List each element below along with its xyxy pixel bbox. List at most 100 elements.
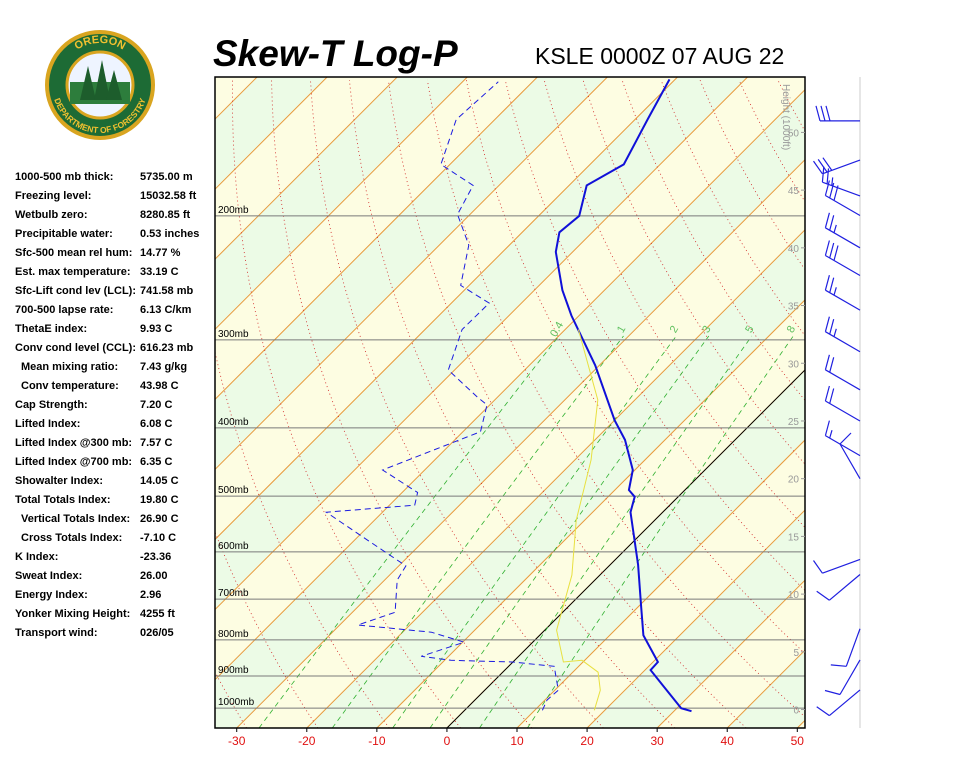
zero-isotherm <box>446 369 805 728</box>
stat-label: Conv cond level (CCL): <box>15 342 137 354</box>
stat-row: Conv temperature: 43.98 C <box>15 377 215 396</box>
stat-row: Wetbulb zero: 8280.85 ft <box>15 206 215 225</box>
pressure-label: 300mb <box>218 329 249 340</box>
stat-row: Precipitable water: 0.53 inches <box>15 225 215 244</box>
isotherm <box>215 77 398 260</box>
mixing-ratio-line <box>527 335 794 728</box>
wind-barb <box>816 574 861 601</box>
stat-value: 7.57 C <box>140 437 173 449</box>
stat-label: Lifted Index @300 mb: <box>15 437 133 449</box>
pressure-label: 500mb <box>218 485 249 496</box>
isotherm <box>516 439 805 728</box>
mixing-ratio-label: 5 <box>743 324 756 335</box>
overlay: 1000mb 900mb 800mb 700mb 600mb 500mb 400mb 300m… <box>218 77 861 748</box>
logo-tree <box>106 70 122 100</box>
stat-value: 0.53 inches <box>140 228 200 240</box>
wind-barb <box>815 105 861 122</box>
stat-row: ThetaE index: 9.93 C <box>15 320 215 339</box>
wind-barb <box>824 180 861 217</box>
dry-adiabat <box>232 80 461 728</box>
height-tick-label: 40 <box>788 244 800 255</box>
stat-label: Lifted Index @700 mb: <box>15 456 133 468</box>
stat-row: Conv cond level (CCL): 616.23 mb <box>15 339 215 358</box>
stat-row: Total Totals Index: 19.80 C <box>15 491 215 510</box>
height-tick-label: 45 <box>788 186 800 197</box>
wind-barb <box>839 432 861 479</box>
stat-row: Energy Index: 2.96 <box>15 586 215 605</box>
isotherm <box>215 77 748 611</box>
stat-value: 26.90 C <box>140 513 179 525</box>
pressure-label: 900mb <box>218 665 249 676</box>
stat-value: 8280.85 ft <box>140 209 191 221</box>
isotherm <box>586 509 805 728</box>
logo-top-path: OREGON <box>73 34 128 53</box>
stat-row: Est. max temperature: 33.19 C <box>15 263 215 282</box>
stat-label: Yonker Mixing Height: <box>15 608 131 620</box>
dry-adiabat <box>465 79 805 655</box>
isotherm-band <box>215 89 805 728</box>
isotherm <box>215 77 678 541</box>
wind-barb <box>821 166 861 197</box>
stat-value: 7.20 C <box>140 399 173 411</box>
stat-row: Showalter Index: 14.05 C <box>15 472 215 491</box>
pressure-label: 200mb <box>218 205 249 216</box>
mixing-ratio-label: 2 <box>668 324 681 335</box>
stat-value: 6.13 C/km <box>140 304 192 316</box>
stat-label: Sweat Index: <box>15 570 83 582</box>
wind-barb <box>830 628 861 667</box>
stat-value: 7.43 g/kg <box>140 361 188 373</box>
height-tick-label: 10 <box>788 590 800 601</box>
chart-title: Skew-T Log-P <box>213 33 458 74</box>
dry-adiabat <box>856 80 960 728</box>
x-tick-label: 20 <box>580 734 594 748</box>
isotherm-band <box>215 77 805 680</box>
isotherm <box>236 159 805 728</box>
stat-value: 026/05 <box>140 627 174 639</box>
isotherm-band <box>867 77 960 728</box>
pressure-label: 400mb <box>218 417 249 428</box>
profile-line <box>554 78 692 713</box>
wind-barb <box>824 420 861 457</box>
plot-area: 0.4 1 2 3 5 8 <box>215 77 960 728</box>
stat-row: Lifted Index: 6.08 C <box>15 415 215 434</box>
stats-table: 1000-500 mb thick: 5735.00 m Freezing leve… <box>15 168 215 643</box>
stat-label: Cross Totals Index: <box>21 532 123 544</box>
wind-barb <box>813 558 861 574</box>
mixing-ratio-line <box>331 335 624 728</box>
wind-barb <box>824 212 861 249</box>
stat-row: Sfc-Lift cond lev (LCL): 741.58 mb <box>15 282 215 301</box>
pressure-label: 800mb <box>218 629 249 640</box>
profile-line <box>324 81 559 711</box>
mixing-ratio-label: 8 <box>785 324 798 335</box>
stat-label: Transport wind: <box>15 627 98 639</box>
mixing-ratio-label: 1 <box>615 324 628 335</box>
isotherm <box>215 88 805 681</box>
stat-label: Vertical Totals Index: <box>21 513 131 525</box>
dry-adiabat <box>215 349 390 728</box>
isotherm-band <box>797 720 805 728</box>
mixing-ratio-line <box>479 335 753 728</box>
dry-adiabat <box>271 79 533 728</box>
mixing-ratio-line <box>429 335 710 728</box>
stat-value: 5735.00 m <box>140 171 193 183</box>
stat-row: Vertical Totals Index: 26.90 C <box>15 510 215 529</box>
stat-value: 26.00 <box>140 570 168 582</box>
stat-value: 43.98 C <box>140 380 179 392</box>
stat-label: Energy Index: <box>15 589 88 601</box>
height-tick-label: 35 <box>788 302 800 313</box>
isotherm <box>215 77 468 331</box>
stat-label: Est. max temperature: <box>15 266 131 278</box>
stat-row: Cap Strength: 7.20 C <box>15 396 215 415</box>
stat-row: Lifted Index @300 mb: 7.57 C <box>15 434 215 453</box>
stat-row: 700-500 lapse rate: 6.13 C/km <box>15 301 215 320</box>
wind-barb <box>824 275 861 311</box>
stat-value: 741.58 mb <box>140 285 194 297</box>
stat-label: Total Totals Index: <box>15 494 111 506</box>
x-tick-label: 50 <box>791 734 805 748</box>
logo-tree <box>80 66 96 100</box>
mixing-ratio-label: 3 <box>700 324 713 335</box>
wind-barb <box>824 659 861 696</box>
x-tick-label: -30 <box>228 734 246 748</box>
isotherm <box>215 77 608 471</box>
